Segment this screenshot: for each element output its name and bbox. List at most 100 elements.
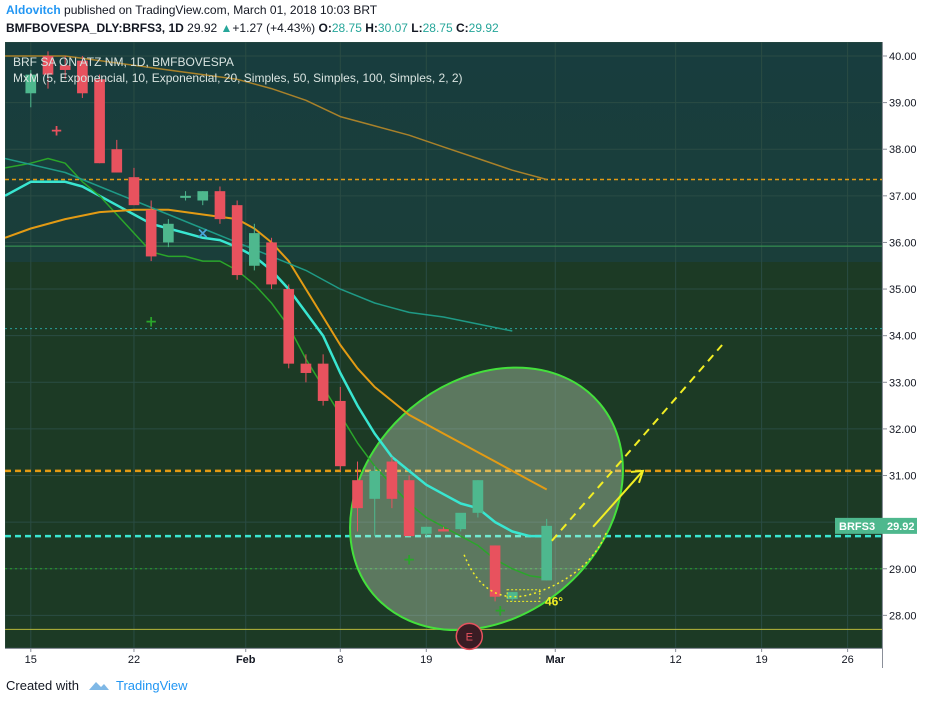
open-value: 28.75 [331,21,362,35]
candle-body [249,233,260,266]
indicator-legend: MxM (5, Exponencial, 10, Exponencial, 20… [13,71,463,85]
price-tag-symbol: BRFS3 [839,521,875,533]
author-link[interactable]: Aldovitch [6,3,61,17]
candle-body [317,363,329,401]
candle-body [42,55,54,75]
y-tick-label: 36.00 [889,237,917,249]
signal-marker: × [196,224,209,242]
signal-marker: + [403,550,416,568]
candle-body [163,223,174,243]
candle-body [180,195,191,198]
candles [25,51,553,602]
target-zone-ellipse[interactable] [297,313,675,668]
x-tick-label: 12 [670,654,682,666]
y-tick-label: 38.00 [889,144,917,156]
x-axis-ticks: 15 22 Feb 8 19 Mar 12 19 26 [25,648,854,666]
x-axis-bg [5,648,921,668]
tradingview-brand-link[interactable]: TradingView [116,678,188,693]
x-tick-label: Mar [545,654,565,666]
publish-line: Aldovitch published on TradingView.com, … [6,3,377,17]
y-tick-label: 39.00 [889,98,917,110]
high-label: H: [365,21,378,35]
candle-body [455,512,467,530]
candle-body [266,242,277,285]
candle-body [369,470,381,499]
x-tick-label: 26 [841,654,853,666]
y-tick-label: 29.00 [889,564,917,576]
x-tick-label: 22 [128,654,140,666]
signal-markers: + + × + + [50,122,506,620]
candle-body [94,79,105,164]
price-tag-box [835,517,917,534]
candle-body [386,461,398,499]
y-tick-label: 35.00 [889,284,917,296]
x-tick-label: Feb [236,654,256,666]
candle-body [489,545,501,597]
y-axis-ticks: 40.00 39.00 38.00 37.00 36.00 35.00 34.00 33.00… [882,51,917,622]
earnings-badge[interactable]: E [455,622,484,651]
angle-box [506,589,541,602]
signal-marker: + [494,602,507,620]
candle-body [145,209,157,257]
candle-body [128,177,140,206]
price-tag: BRFS3 29.92 [835,517,917,534]
candle-body [283,289,295,364]
ma-line-ma100 [5,55,547,181]
candle-body [403,480,415,537]
candle-body [300,363,312,373]
candle-body [214,191,226,220]
created-with-label: Created with [6,678,79,693]
projection-arrow [592,470,644,528]
projection-drawings [463,344,723,602]
y-tick-label: 40.00 [889,51,917,63]
projection-dotted-curve [463,531,608,598]
y-axis-bg [882,42,921,668]
x-tick-label: 15 [25,654,37,666]
candle-body [420,526,432,534]
ohlc-line: BMFBOVESPA_DLY:BRFS3, 1D 29.92 ▲+1.27 (+… [6,21,499,35]
projection-dashed-line [551,344,723,542]
candle-body [197,191,209,201]
candle-body [506,592,518,600]
x-tick-label: 19 [756,654,768,666]
candle-body [472,480,484,513]
chart-title: BRF SA ON ATZ NM, 1D, BMFBOVESPA [13,55,234,69]
candle-body [334,400,346,467]
price-chart[interactable]: + + × + + BRF SA ON ATZ NM, 1D, BMFBOVESPA M… [5,42,921,668]
footer: Created with TradingView [6,678,188,693]
close-label: C: [455,21,469,35]
high-value: 30.07 [377,21,408,35]
y-tick-label: 33.00 [889,377,917,389]
y-tick-label: 34.00 [889,331,917,343]
candle-body [59,65,71,70]
plot-bg-bottom [5,262,882,648]
candle-body [438,529,449,532]
y-tick-label: 28.00 [889,610,917,622]
candle-body [25,74,37,94]
symbol-label: BMFBOVESPA_DLY:BRFS3, 1D [6,21,184,35]
publish-info: published on TradingView.com, March 01, … [64,3,378,17]
signal-marker: + [145,313,158,331]
price-change: +1.27 (+4.43%) [232,21,316,35]
earnings-letter: E [466,631,473,643]
close-value: 29.92 [468,21,499,35]
candle-body [111,149,123,173]
last-price: 29.92 [187,21,218,35]
candle-body [77,60,88,94]
ma-line-ma10 [5,157,547,579]
candle-body [352,480,363,509]
up-triangle-icon: ▲ [220,21,233,35]
open-label: O: [318,21,332,35]
low-value: 28.75 [422,21,453,35]
tradingview-cloud-icon [88,682,109,690]
projection-arrowhead [630,469,645,484]
ma-line-ma20 [5,208,548,491]
x-tick-label: 19 [420,654,432,666]
x-tick-label: 8 [337,654,343,666]
low-label: L: [411,21,423,35]
candle-body [541,525,553,581]
signal-marker: + [50,122,63,140]
y-tick-label: 31.00 [889,471,917,483]
y-tick-label: 37.00 [889,191,917,203]
angle-label: 46° [545,594,563,608]
